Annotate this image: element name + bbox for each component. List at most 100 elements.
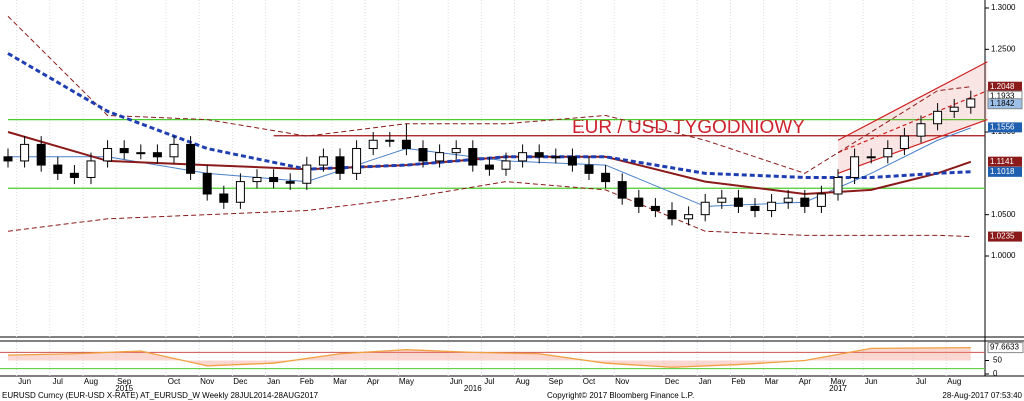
candle-body	[468, 148, 478, 166]
candle-body	[136, 152, 146, 155]
candle-body	[269, 176, 279, 183]
x-tick-label: Jan	[699, 377, 712, 386]
x-tick-label: Dec	[665, 377, 679, 386]
candle-body	[534, 152, 544, 158]
candle-body	[3, 156, 13, 162]
x-tick-label: Feb	[732, 377, 746, 386]
x-tick-label: Aug	[947, 377, 961, 386]
candle-body	[866, 156, 876, 159]
price-marker-label: 1.1842	[990, 99, 1015, 108]
candle-body	[899, 135, 909, 150]
candle-body	[833, 176, 843, 195]
candle-body	[933, 110, 943, 125]
candle-body	[335, 156, 345, 174]
footer-right: 28-Aug-2017 07:53:40	[942, 391, 1022, 400]
price-marker	[988, 122, 1022, 133]
price-marker	[987, 98, 1023, 110]
x-tick-label: Sep	[117, 377, 132, 386]
price-marker-label: 1.0235	[990, 232, 1015, 241]
candle-body	[800, 197, 810, 207]
candle-body	[352, 148, 362, 174]
x-tick-label: Dec	[233, 377, 247, 386]
candle-body	[883, 148, 893, 158]
osc-tick-label: 50	[993, 356, 1002, 365]
x-tick-label: Apr	[367, 377, 380, 386]
year-label: 2015	[115, 384, 133, 393]
channel-line	[837, 90, 988, 154]
channel-line	[837, 119, 988, 174]
x-tick-label: Jun	[18, 377, 31, 386]
x-tick-label: Nov	[615, 377, 629, 386]
candle-body	[103, 148, 113, 162]
y-tick-label: 1.2500	[991, 44, 1016, 53]
candle-body	[617, 181, 627, 199]
candle-body	[567, 156, 577, 166]
candle-body	[86, 160, 96, 178]
candle-body	[551, 156, 561, 159]
candle-body	[385, 139, 395, 142]
price-marker-label: 1.1018	[990, 167, 1015, 176]
candle-body	[750, 205, 760, 212]
price-marker	[988, 81, 1022, 92]
candle-body	[285, 181, 295, 184]
osc-line	[7, 346, 971, 368]
x-tick-label: Jun	[865, 377, 878, 386]
osc-tick-label: 0	[993, 369, 998, 378]
year-label: 2017	[829, 384, 847, 393]
candle-body	[169, 143, 179, 158]
x-tick-label: Mar	[765, 377, 779, 386]
candle-body	[634, 197, 644, 207]
candle-body	[252, 176, 262, 183]
footer-left: EURUSD Curncy (EUR-USD X-RATE) AT_EURUSD…	[2, 391, 319, 400]
channel-line	[837, 61, 988, 141]
x-tick-label: Jul	[484, 377, 494, 386]
candle-body	[650, 205, 660, 212]
candle-body	[684, 214, 694, 220]
x-tick-label: May	[830, 377, 845, 386]
candle-body	[916, 123, 926, 137]
candle-body	[318, 156, 328, 166]
candle-body	[501, 160, 511, 170]
price-marker-label: 1.1556	[990, 122, 1015, 131]
x-tick-label: Apr	[799, 377, 812, 386]
candle-body	[601, 172, 611, 183]
x-tick-label: Sep	[549, 377, 564, 386]
x-tick-label: Jul	[916, 377, 926, 386]
price-marker-label: 1.1141	[990, 157, 1014, 166]
candle-body	[783, 197, 793, 203]
x-tick-label: Nov	[200, 377, 214, 386]
candle-body	[584, 164, 594, 174]
price-marker	[988, 166, 1022, 177]
y-tick-label: 1.3000	[991, 3, 1016, 12]
x-tick-label: May	[399, 377, 414, 386]
chart-title: EUR / USD TYGODNIOWY	[572, 117, 805, 138]
price-marker-label: 1.2048	[990, 82, 1015, 91]
y-tick-label: 1.0500	[991, 210, 1016, 219]
x-tick-label: Aug	[84, 377, 98, 386]
indicator-line	[7, 15, 971, 174]
candle-body	[966, 98, 976, 108]
x-tick-label: Oct	[583, 377, 596, 386]
candle-body	[484, 164, 494, 170]
price-marker	[988, 231, 1022, 242]
candle-body	[152, 152, 162, 158]
candle-body	[53, 164, 63, 174]
candle-body	[119, 148, 129, 154]
candle-body	[36, 143, 46, 166]
candle-body	[767, 201, 777, 212]
candle-body	[717, 197, 727, 203]
price-marker	[988, 156, 1022, 167]
candle-body	[368, 139, 378, 150]
candle-body	[816, 193, 826, 207]
candle-body	[451, 148, 461, 154]
candle-body	[700, 201, 710, 216]
x-tick-label: Jul	[53, 377, 63, 386]
candle-body	[949, 106, 959, 112]
price-marker-label: 1.1933	[990, 91, 1015, 100]
candle-body	[302, 164, 312, 184]
candle-body	[401, 139, 411, 150]
candle-body	[518, 152, 528, 162]
x-tick-label: Aug	[515, 377, 529, 386]
candle-body	[418, 148, 428, 162]
